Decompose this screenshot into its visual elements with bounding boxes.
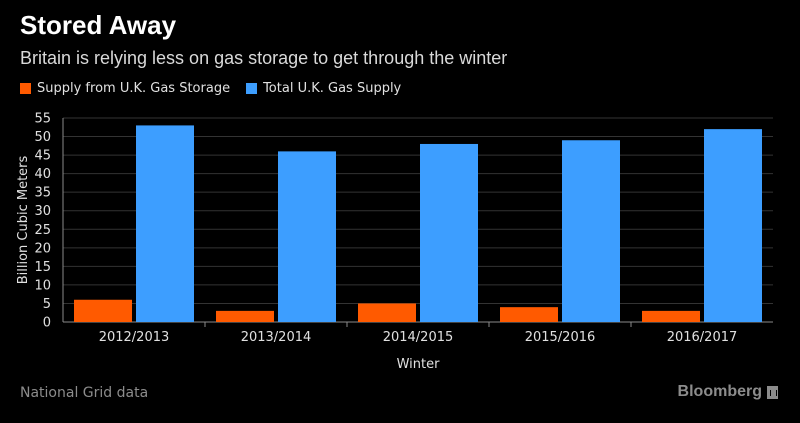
y-tick-label: 10 bbox=[34, 278, 51, 293]
bar-storage bbox=[216, 310, 274, 322]
y-tick-label: 20 bbox=[34, 241, 51, 256]
y-tick-label: 15 bbox=[34, 260, 51, 275]
y-tick-label: 35 bbox=[34, 186, 51, 201]
y-tick-label: 45 bbox=[34, 149, 51, 164]
x-tick-label: 2014/2015 bbox=[383, 330, 454, 345]
bar-storage bbox=[74, 299, 132, 322]
source-note: National Grid data bbox=[20, 385, 149, 401]
x-tick-label: 2016/2017 bbox=[667, 330, 738, 345]
legend-item-total: Total U.K. Gas Supply bbox=[246, 81, 401, 96]
y-tick-label: 30 bbox=[34, 204, 51, 219]
x-tick-label: 2015/2016 bbox=[525, 330, 596, 345]
x-tick-label: 2013/2014 bbox=[241, 330, 312, 345]
y-axis-title: Billion Cubic Meters bbox=[16, 155, 31, 284]
x-axis-title: Winter bbox=[397, 357, 441, 372]
bar-total bbox=[704, 129, 762, 322]
x-tick-label: 2012/2013 bbox=[99, 330, 170, 345]
y-tick-label: 25 bbox=[34, 223, 51, 238]
legend-swatch-storage bbox=[20, 83, 31, 94]
legend-label-storage: Supply from U.K. Gas Storage bbox=[37, 81, 231, 96]
bloomberg-icon bbox=[767, 385, 778, 399]
bar-storage bbox=[500, 307, 558, 322]
chart-subtitle: Britain is relying less on gas storage t… bbox=[20, 48, 508, 68]
y-tick-label: 5 bbox=[43, 297, 51, 312]
legend-swatch-total bbox=[246, 83, 258, 94]
bar-storage bbox=[358, 303, 416, 322]
y-tick-label: 55 bbox=[34, 112, 51, 127]
y-tick-label: 50 bbox=[34, 130, 51, 145]
bar-total bbox=[562, 140, 620, 322]
y-tick-label: 40 bbox=[34, 167, 51, 182]
bar-total bbox=[420, 143, 478, 322]
chart-title: Stored Away bbox=[20, 10, 177, 40]
legend-item-storage: Supply from U.K. Gas Storage bbox=[20, 81, 230, 96]
bar-storage bbox=[642, 310, 700, 322]
legend: Supply from U.K. Gas Storage Total U.K. … bbox=[20, 81, 417, 96]
bar-total bbox=[278, 151, 336, 322]
y-tick-label: 0 bbox=[43, 316, 51, 331]
bar-total bbox=[136, 125, 194, 322]
brand-logo: Bloomberg bbox=[678, 383, 778, 401]
legend-label-total: Total U.K. Gas Supply bbox=[263, 81, 402, 96]
brand-name: Bloomberg bbox=[677, 383, 762, 400]
